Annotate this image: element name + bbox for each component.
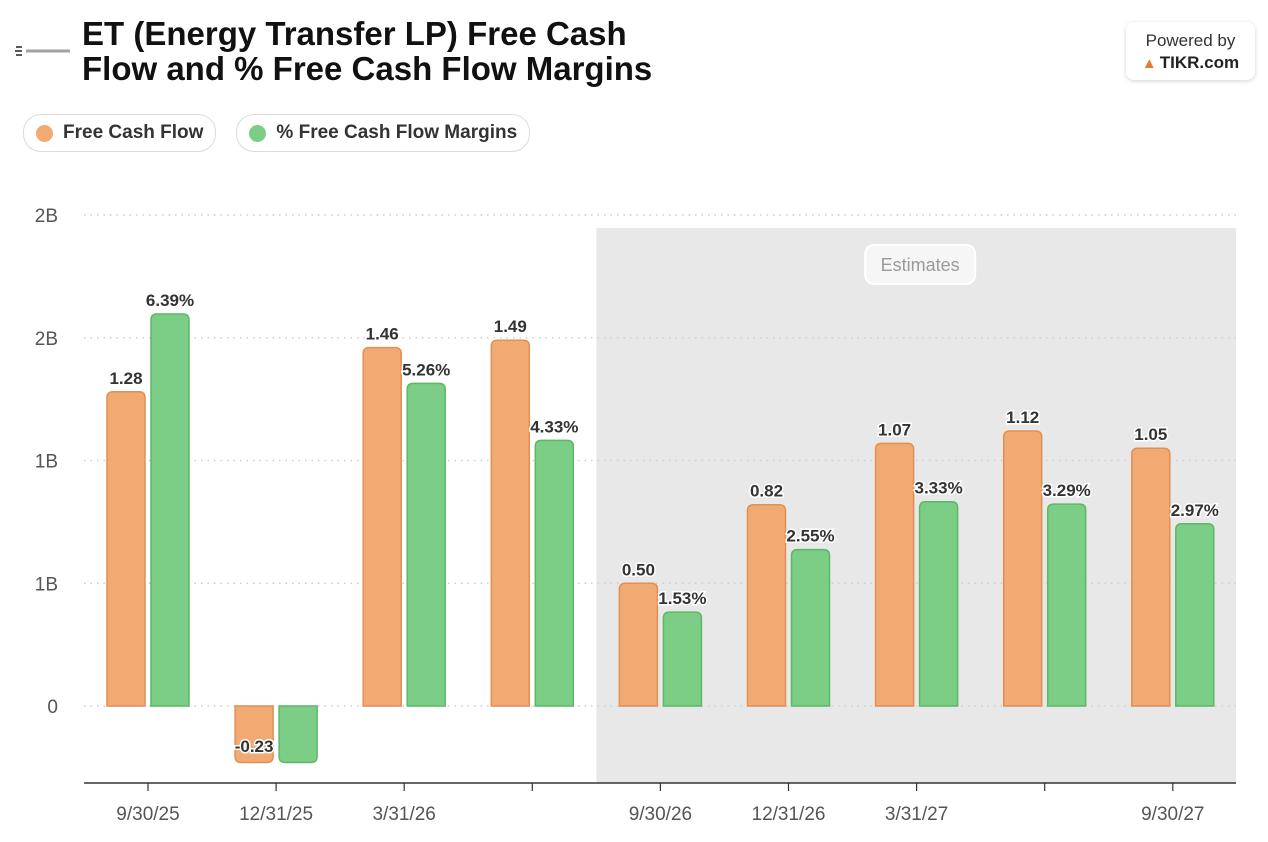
data-label-fcf-margin: 3.29% [1043,481,1091,500]
data-label-free-cash-flow: 0.50 [622,560,655,579]
x-tick-label: 3/31/26 [372,804,435,825]
y-tick-label: 1B [35,574,58,595]
bar-fcf-margin [534,439,575,707]
bar-free-cash-flow [618,582,659,707]
data-label-free-cash-flow: 1.12 [1006,408,1039,427]
data-label-free-cash-flow: 1.28 [109,369,142,388]
data-label-fcf-margin: 6.39% [146,291,194,310]
data-label-free-cash-flow: 0.82 [750,482,783,501]
data-label-free-cash-flow: 1.05 [1134,425,1167,444]
data-label-fcf-margin: 2.55% [786,527,834,546]
chart-legend: Free Cash Flow % Free Cash Flow Margins [23,114,531,152]
estimates-label: Estimates [881,255,960,275]
data-label-fcf-margin: 5.26% [402,360,450,379]
bar-free-cash-flow [490,339,531,707]
bar-free-cash-flow [746,503,787,707]
data-label-free-cash-flow: 1.07 [878,420,911,439]
x-tick-label: 3/31/27 [885,804,948,825]
bar-free-cash-flow [234,705,274,764]
chart-title: ET (Energy Transfer LP) Free Cash Flow a… [82,16,802,86]
bar-free-cash-flow [106,391,146,707]
chart-title-line-2: Flow and % Free Cash Flow Margins [82,50,653,87]
x-tick-label: 9/30/25 [116,804,179,825]
bar-fcf-margin [1046,503,1087,707]
bar-fcf-margin [918,500,959,707]
y-tick-label: 2B [35,206,58,227]
bar-free-cash-flow [1002,430,1043,707]
bar-fcf-margin [150,313,190,707]
legend-dot-fcf-margins [249,124,267,142]
data-label-free-cash-flow: 1.46 [366,325,399,344]
chart-title-line-1: ET (Energy Transfer LP) Free Cash [82,15,627,52]
y-tick-label: 0 [47,697,58,718]
bar-free-cash-flow [1131,447,1171,707]
bar-fcf-margin [790,548,831,707]
tikr-brand-text: TIKR.com [1159,53,1240,72]
data-label-fcf-margin: 2.97% [1171,501,1219,520]
bar-free-cash-flow [362,346,402,707]
legend-item-fcf-margins[interactable]: % Free Cash Flow Margins [236,114,531,152]
y-tick-label: 1B [35,452,58,473]
legend-label-fcf-margins: % Free Cash Flow Margins [276,122,518,143]
x-tick-label: 12/31/25 [239,804,313,825]
tikr-logo-icon: ▲ [1141,55,1157,72]
energy-transfer-logo [15,46,70,56]
tikr-brand: ▲ TIKR.com [1126,53,1255,73]
legend-item-free-cash-flow[interactable]: Free Cash Flow [23,114,217,152]
data-label-fcf-margin: 3.33% [914,479,962,498]
bar-fcf-margin [278,705,318,764]
data-label-fcf-margin: 4.33% [530,417,578,436]
estimates-region [596,228,1236,783]
x-tick-label: 9/30/26 [629,804,692,825]
legend-dot-free-cash-flow [36,124,53,142]
data-label-fcf-margin: 1.53% [658,589,706,608]
bar-fcf-margin [1175,523,1215,707]
estimates-badge [864,244,977,285]
powered-by-text: Powered by [1145,31,1236,50]
x-tick-label: 12/31/26 [752,804,826,825]
data-label-free-cash-flow: -0.23 [235,737,274,756]
bar-fcf-margin [662,611,703,707]
bar-free-cash-flow [874,442,915,707]
bar-fcf-margin [406,382,446,707]
x-tick-label: 9/30/27 [1141,804,1204,825]
legend-label-free-cash-flow: Free Cash Flow [63,122,204,143]
y-tick-label: 2B [35,329,58,350]
data-label-free-cash-flow: 1.49 [494,317,527,336]
powered-by-badge[interactable]: Powered by ▲ TIKR.com [1126,22,1255,80]
